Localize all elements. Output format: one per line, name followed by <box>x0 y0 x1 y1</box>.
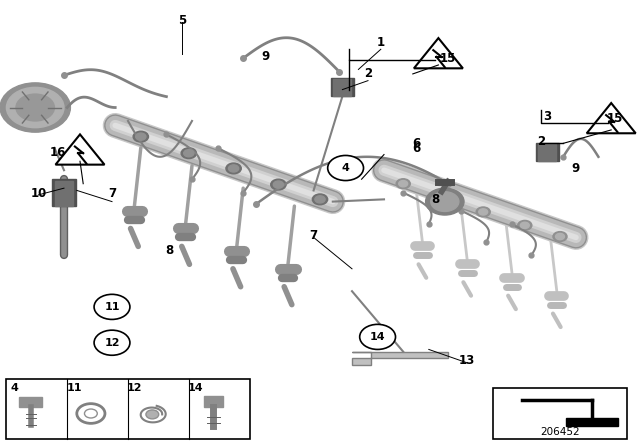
Text: 4: 4 <box>11 383 19 392</box>
Circle shape <box>94 294 130 319</box>
Circle shape <box>226 163 241 174</box>
Text: 12: 12 <box>104 338 120 348</box>
Text: 7: 7 <box>108 187 116 201</box>
Bar <box>333 79 351 96</box>
Bar <box>536 143 559 161</box>
Circle shape <box>399 181 408 187</box>
Bar <box>6 379 250 439</box>
Bar <box>566 418 618 426</box>
Text: 9: 9 <box>262 49 269 63</box>
Circle shape <box>518 220 532 230</box>
Polygon shape <box>414 38 463 69</box>
Text: 15: 15 <box>606 112 623 125</box>
Circle shape <box>437 195 446 201</box>
Text: 12: 12 <box>127 383 142 392</box>
Circle shape <box>228 165 239 172</box>
Bar <box>493 388 627 439</box>
Circle shape <box>396 179 410 189</box>
Circle shape <box>136 133 146 140</box>
Text: 1: 1 <box>377 36 385 49</box>
Circle shape <box>84 409 97 418</box>
Circle shape <box>426 188 464 215</box>
Circle shape <box>181 148 196 159</box>
Circle shape <box>312 194 328 205</box>
Circle shape <box>271 179 286 190</box>
Bar <box>52 179 76 206</box>
Bar <box>538 144 556 161</box>
Circle shape <box>553 232 567 241</box>
Circle shape <box>479 209 488 215</box>
Text: 6: 6 <box>412 142 420 155</box>
Text: 14: 14 <box>370 332 385 342</box>
Text: 11: 11 <box>104 302 120 312</box>
Circle shape <box>431 192 459 211</box>
Text: 5: 5 <box>179 13 186 27</box>
Circle shape <box>146 410 159 419</box>
Bar <box>55 181 73 206</box>
Bar <box>19 397 42 407</box>
Text: 2: 2 <box>537 134 545 148</box>
Text: 4: 4 <box>342 163 349 173</box>
Text: 8: 8 <box>166 244 173 258</box>
Bar <box>204 396 223 407</box>
Polygon shape <box>56 134 104 165</box>
Text: 7: 7 <box>310 228 317 242</box>
Text: 15: 15 <box>440 52 456 65</box>
Bar <box>331 78 354 96</box>
Circle shape <box>0 83 70 132</box>
Circle shape <box>435 193 449 203</box>
Text: 3: 3 <box>543 110 551 123</box>
Text: 206452: 206452 <box>540 427 580 437</box>
Circle shape <box>360 324 396 349</box>
Circle shape <box>315 196 325 203</box>
Text: 16: 16 <box>49 146 66 159</box>
Circle shape <box>133 131 148 142</box>
Text: 6: 6 <box>412 137 420 150</box>
Circle shape <box>184 150 194 157</box>
Text: 9: 9 <box>572 161 580 175</box>
Polygon shape <box>587 103 636 134</box>
Text: 10: 10 <box>30 187 47 200</box>
Polygon shape <box>352 352 448 365</box>
Circle shape <box>556 233 564 240</box>
Circle shape <box>94 330 130 355</box>
Text: 14: 14 <box>188 383 203 392</box>
Text: 2: 2 <box>364 67 372 81</box>
Circle shape <box>16 94 54 121</box>
Circle shape <box>520 222 529 228</box>
Circle shape <box>6 87 64 128</box>
Circle shape <box>328 155 364 181</box>
Text: 11: 11 <box>67 383 83 392</box>
Text: 13: 13 <box>459 354 476 367</box>
Circle shape <box>77 404 105 423</box>
Circle shape <box>476 207 490 217</box>
Circle shape <box>273 181 284 188</box>
Text: 8: 8 <box>431 193 439 206</box>
